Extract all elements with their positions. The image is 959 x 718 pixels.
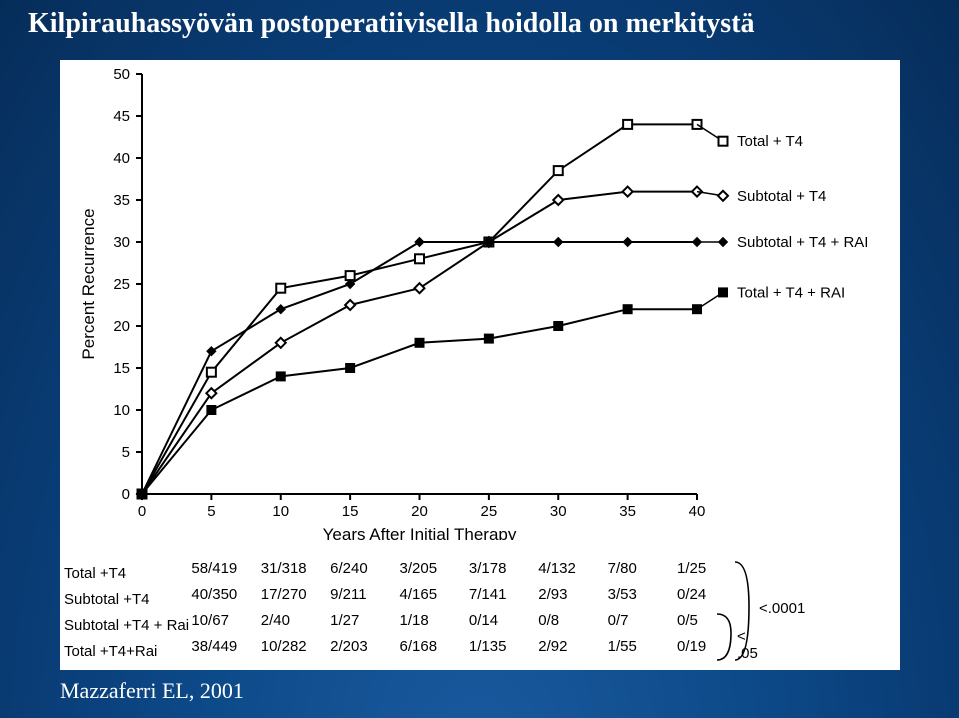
svg-text:Total + T4 + RAI: Total + T4 + RAI xyxy=(737,284,845,301)
table-cell: 7/80 xyxy=(608,560,637,577)
table-cell: 2/92 xyxy=(538,638,567,655)
svg-text:5: 5 xyxy=(122,444,130,461)
table-cell: 3/53 xyxy=(608,586,637,603)
table-cell: 0/24 xyxy=(677,586,706,603)
citation: Mazzaferri EL, 2001 xyxy=(60,678,244,704)
svg-text:25: 25 xyxy=(113,276,130,293)
svg-text:10: 10 xyxy=(272,503,289,520)
table-cell: 4/132 xyxy=(538,560,576,577)
table-cell: 10/282 xyxy=(261,638,307,655)
svg-text:Years After Initial Therapy: Years After Initial Therapy xyxy=(323,525,517,540)
svg-text:50: 50 xyxy=(113,66,130,83)
table-cell: 58/419 xyxy=(191,560,237,577)
svg-text:0: 0 xyxy=(138,503,146,520)
svg-text:45: 45 xyxy=(113,108,130,125)
table-cell: 0/8 xyxy=(538,612,559,629)
table-cell: 2/93 xyxy=(538,586,567,603)
svg-text:35: 35 xyxy=(113,192,130,209)
table-cell: 10/67 xyxy=(191,612,229,629)
table-cell: 3/205 xyxy=(400,560,438,577)
table-cell: 7/141 xyxy=(469,586,507,603)
page-title: Kilpirauhassyövän postoperatiivisella ho… xyxy=(0,0,959,40)
recurrence-chart: 0 5 10 15 20 25 30 35 40 45 50 0 5 10 15 20 25 30 35 40 Year… xyxy=(60,60,900,540)
svg-text:Subtotal + T4 + RAI: Subtotal + T4 + RAI xyxy=(737,234,868,251)
table-cell: 6/240 xyxy=(330,560,368,577)
svg-text:5: 5 xyxy=(207,503,215,520)
svg-text:15: 15 xyxy=(113,360,130,377)
svg-text:30: 30 xyxy=(550,503,567,520)
table-cell: 1/55 xyxy=(608,638,637,655)
svg-text:0: 0 xyxy=(122,486,130,503)
table-row: Total +T458/41931/3186/2403/2053/1784/13… xyxy=(60,560,900,586)
svg-text:40: 40 xyxy=(689,503,706,520)
table-cell: 1/135 xyxy=(469,638,507,655)
svg-text:35: 35 xyxy=(619,503,636,520)
table-cell: 0/7 xyxy=(608,612,629,629)
svg-text:40: 40 xyxy=(113,150,130,167)
table-cell: 9/211 xyxy=(330,586,366,603)
svg-text:10: 10 xyxy=(113,402,130,419)
table-cell: 1/18 xyxy=(400,612,429,629)
table-cell: 31/318 xyxy=(261,560,307,577)
table-cell: 2/203 xyxy=(330,638,368,655)
table-cell: 1/25 xyxy=(677,560,706,577)
table-cell: 0/14 xyxy=(469,612,498,629)
svg-text:Subtotal + T4: Subtotal + T4 xyxy=(737,188,826,205)
table-cell: 38/449 xyxy=(191,638,237,655)
table-cell: 17/270 xyxy=(261,586,307,603)
table-row: Total +T4+Rai38/44910/2822/2036/1681/135… xyxy=(60,638,900,664)
table-cell: 4/165 xyxy=(400,586,438,603)
svg-text:30: 30 xyxy=(113,234,130,251)
table-cell: 3/178 xyxy=(469,560,507,577)
svg-text:25: 25 xyxy=(481,503,498,520)
svg-text:Total + T4: Total + T4 xyxy=(737,133,803,150)
svg-text:Percent Recurrence: Percent Recurrence xyxy=(79,208,98,359)
table-cell: 2/40 xyxy=(261,612,290,629)
table-cell: 6/168 xyxy=(400,638,438,655)
svg-text:15: 15 xyxy=(342,503,359,520)
table-cell: 0/5 xyxy=(677,612,698,629)
table-cell: 1/27 xyxy=(330,612,359,629)
table-cell: 40/350 xyxy=(191,586,237,603)
table-cell: 0/19 xyxy=(677,638,706,655)
svg-text:20: 20 xyxy=(411,503,428,520)
chart-container: 0 5 10 15 20 25 30 35 40 45 50 0 5 10 15 20 25 30 35 40 Year… xyxy=(60,60,900,670)
svg-text:20: 20 xyxy=(113,318,130,335)
